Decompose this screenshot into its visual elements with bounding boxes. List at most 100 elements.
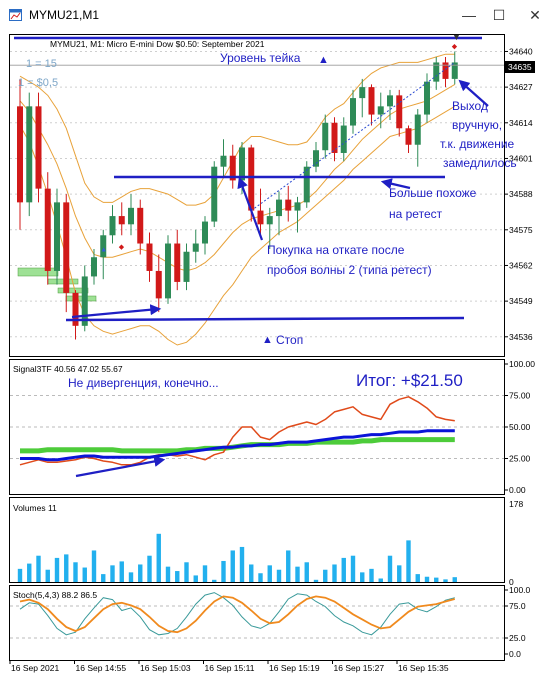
candle-body <box>72 292 79 326</box>
buy-label-line1: Покупка на откате после <box>267 243 405 257</box>
price-tick-label: 34549 <box>509 296 533 306</box>
candle-body <box>257 210 264 225</box>
candle-body <box>91 257 97 277</box>
candle-body <box>248 147 255 211</box>
buy-arrow <box>237 176 264 241</box>
stoch-tick-label: 25.0 <box>509 633 526 643</box>
volume-panel <box>9 497 505 583</box>
volume-bar <box>128 572 134 582</box>
candle-body <box>211 166 218 222</box>
price-tick-label: 34562 <box>509 260 533 270</box>
volume-bar <box>341 557 346 582</box>
stoch-main-line <box>19 592 455 636</box>
bollinger-line <box>19 105 456 346</box>
stop-zone-arrow <box>71 304 162 319</box>
signal-chart <box>10 395 504 466</box>
candle-body <box>17 106 23 203</box>
volume-bar <box>54 557 60 582</box>
candle-body <box>128 207 134 225</box>
volume-bar <box>165 566 171 582</box>
volume-bar <box>138 564 143 582</box>
volume-bar <box>221 560 226 582</box>
candle-body <box>303 166 310 203</box>
candle-body <box>165 243 171 299</box>
candle-body <box>424 81 430 115</box>
scale-label-1: 1 = 15 <box>26 58 57 70</box>
time-tick-label: 16 Sep 15:11 <box>205 663 255 673</box>
candle-body <box>405 128 412 145</box>
candle-body <box>294 202 301 211</box>
close-icon[interactable]: ✕ <box>529 7 541 23</box>
candle-body <box>81 276 88 326</box>
candle-body <box>239 147 245 181</box>
current-price-label: 34635 <box>508 62 532 72</box>
signal-line-blue <box>20 429 455 462</box>
volume-bar <box>147 555 152 582</box>
candle-body <box>276 199 282 217</box>
volume-bar <box>156 533 161 582</box>
volume-bar <box>27 563 32 582</box>
signal-tick-label: 0.00 <box>509 485 526 495</box>
minimize-icon[interactable]: — <box>462 7 476 23</box>
retest-arrow <box>380 178 411 190</box>
candle-body <box>285 199 292 211</box>
signal-tick-label: 100.00 <box>509 359 535 369</box>
candle-body <box>266 216 273 225</box>
signal-line-red <box>19 396 455 466</box>
volume-bar <box>397 565 402 582</box>
candle-body <box>146 243 153 271</box>
volume-bar <box>369 568 374 582</box>
candle-body <box>118 216 125 225</box>
volume-bar <box>239 546 245 582</box>
candle-body <box>433 62 440 82</box>
stoch-signal-line <box>19 595 456 634</box>
candle-body <box>183 251 190 282</box>
signal-tick-label: 75.00 <box>509 391 531 401</box>
volume-bar <box>45 569 50 582</box>
candle-body <box>414 114 421 145</box>
window-title: MYMU21,M1 <box>29 8 100 22</box>
take-level-label: Уровень тейка <box>220 51 301 65</box>
chart-area[interactable]: ▲ ◆◆ 346403462734614346013458834575345623… <box>0 30 560 686</box>
candle-body <box>202 221 208 244</box>
current-price-box <box>505 61 535 73</box>
volume-bar <box>360 572 365 582</box>
volume-bar <box>350 555 356 582</box>
signal-tick-label: 50.00 <box>509 422 531 432</box>
volume-bar <box>17 568 23 582</box>
candle-body <box>54 202 60 271</box>
volume-bar <box>101 574 106 582</box>
volume-bar <box>313 579 319 582</box>
exit-arrow <box>458 79 489 107</box>
volume-chart <box>17 533 457 582</box>
stoch-tick-label: 0.0 <box>509 649 521 659</box>
stoch-tick-label: 100.0 <box>509 585 531 595</box>
exit-label-line3: т.к. движение <box>440 137 515 151</box>
volume-bar <box>332 564 337 582</box>
arrow-marker: ◆ <box>452 44 458 51</box>
price-tick-label: 34575 <box>509 225 533 235</box>
volume-bar <box>184 562 189 582</box>
volume-bar <box>110 565 115 582</box>
candle-body <box>44 188 51 271</box>
scale-label-2: 1 = $0,5 <box>18 77 58 89</box>
volume-bar <box>424 576 430 582</box>
time-tick-label: 16 Sep 2021 <box>11 663 59 673</box>
candle-body <box>359 87 366 99</box>
candle-body <box>331 122 338 153</box>
price-tick-label: 34536 <box>509 332 533 342</box>
candle-body <box>313 150 319 167</box>
price-tick-label: 34588 <box>509 189 533 199</box>
volume-bar <box>202 565 208 582</box>
time-tick-label: 16 Sep 15:35 <box>398 663 449 673</box>
volume-bar <box>295 566 300 582</box>
volume-bar <box>323 569 328 582</box>
stoch-panel <box>9 585 505 661</box>
volume-bar <box>36 555 41 582</box>
volume-bar <box>452 577 457 582</box>
candle-body <box>368 87 375 115</box>
divergence-note: Не дивергенция, конечно... <box>68 376 219 390</box>
maximize-icon[interactable]: ☐ <box>492 7 506 23</box>
annotations: ▼ ▲ ▲ <box>14 32 489 478</box>
stop-level-line <box>65 316 465 322</box>
